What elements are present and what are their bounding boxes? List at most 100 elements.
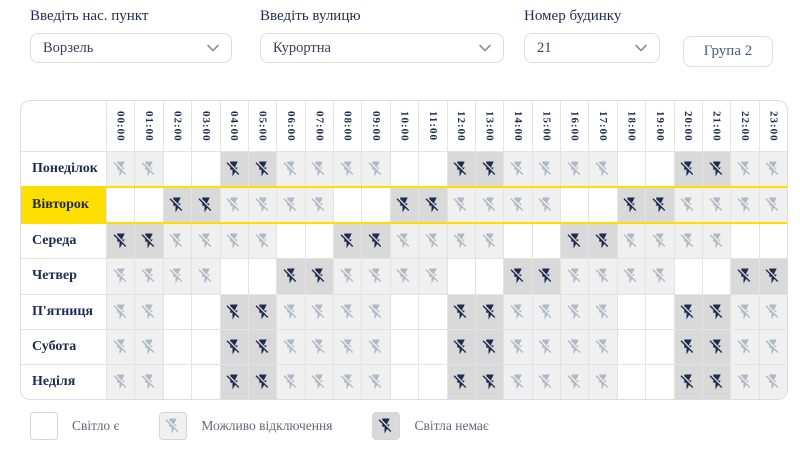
schedule-cell (701, 329, 731, 364)
flash-off-icon (765, 161, 779, 177)
schedule-cell (588, 188, 617, 223)
flash-off-icon (113, 161, 126, 177)
hour-header: 18:00 (616, 101, 645, 151)
schedule-cell (588, 294, 617, 329)
schedule-row: Вівторок (21, 186, 787, 225)
building-label: Номер будинку (524, 8, 622, 24)
flash-off-icon (311, 161, 325, 177)
hour-header: 13:00 (474, 101, 503, 151)
schedule-cell (474, 188, 504, 223)
schedule-cell (106, 188, 135, 223)
flash-off-icon (396, 233, 410, 249)
schedule-cell (758, 224, 787, 259)
schedule-cell (333, 329, 362, 364)
flash-off-icon (737, 304, 751, 320)
schedule-cell (106, 364, 135, 399)
flash-off-icon (510, 374, 524, 390)
schedule-cell (758, 364, 787, 399)
flash-off-icon (198, 233, 212, 249)
flash-off-icon (283, 161, 297, 177)
schedule-cell (645, 259, 674, 294)
schedule-cell (588, 152, 617, 187)
flash-off-icon (283, 268, 297, 284)
flash-off-icon (680, 339, 694, 355)
street-select[interactable]: Курортна (260, 33, 504, 63)
schedule-cell (474, 224, 504, 259)
flash-off-icon (368, 233, 382, 249)
flash-off-icon (368, 161, 382, 177)
flash-off-icon (709, 374, 722, 390)
flash-off-icon (368, 374, 382, 390)
flash-off-icon (623, 233, 637, 249)
flash-off-icon (340, 374, 353, 390)
schedule-cell (701, 259, 731, 294)
flash-off-icon (141, 268, 155, 284)
settlement-select[interactable]: Ворзель (30, 33, 232, 63)
flash-off-icon (226, 161, 240, 177)
flash-off-icon (226, 197, 240, 213)
flash-off-icon (709, 161, 722, 177)
legend-item: Світла немає (372, 412, 489, 440)
hour-header: 16:00 (560, 101, 588, 151)
flash-off-icon (538, 304, 552, 320)
building-value: 21 (537, 39, 552, 56)
flash-off-icon (623, 197, 637, 213)
flash-off-icon (765, 339, 779, 355)
flash-off-icon (378, 418, 392, 434)
schedule-cell (446, 188, 475, 223)
schedule-cell (503, 152, 532, 187)
flash-off-icon (396, 268, 410, 284)
schedule-cell (730, 259, 759, 294)
schedule-cell (134, 259, 163, 294)
flash-off-icon (709, 197, 722, 213)
schedule-row: Четвер (21, 258, 787, 294)
flash-off-icon (482, 161, 495, 177)
flash-off-icon (283, 304, 297, 320)
schedule-cell (361, 224, 390, 259)
flash-off-icon (567, 268, 580, 284)
flash-off-icon (737, 197, 751, 213)
hour-header: 12:00 (446, 101, 475, 151)
flash-off-icon (255, 374, 268, 390)
schedule-cell (701, 294, 731, 329)
schedule-cell (560, 259, 589, 294)
legend-item: Світло є (30, 412, 119, 440)
flash-off-icon (680, 161, 694, 177)
flash-off-icon (311, 268, 325, 284)
flash-off-icon (198, 268, 212, 284)
flash-off-icon (510, 161, 524, 177)
legend-label: Можливо відключення (201, 418, 333, 433)
flash-off-icon (169, 233, 183, 249)
schedule-cell (673, 364, 702, 399)
schedule-cell (162, 188, 192, 223)
flash-off-icon (255, 233, 268, 249)
flash-off-icon (538, 161, 552, 177)
schedule-cell (361, 152, 390, 187)
flash-off-icon (567, 374, 580, 390)
flash-off-icon (113, 268, 126, 284)
flash-off-icon (482, 304, 495, 320)
day-label: Вівторок (21, 188, 106, 223)
schedule-cell (701, 152, 731, 187)
flash-off-icon (510, 339, 524, 355)
group-button[interactable]: Група 2 (683, 36, 773, 67)
schedule-cell (503, 259, 532, 294)
schedule-cell (389, 259, 419, 294)
hour-header: 01:00 (134, 101, 162, 151)
flash-off-icon (652, 197, 666, 213)
legend: Світло є Можливо відключення Світла немає (30, 412, 529, 440)
legend-item: Можливо відключення (159, 412, 332, 440)
schedule-cell (418, 188, 447, 223)
flash-off-icon (510, 304, 524, 320)
schedule-cell (474, 259, 504, 294)
flash-off-icon (737, 374, 751, 390)
building-select[interactable]: 21 (524, 33, 660, 63)
schedule-cell (247, 259, 277, 294)
day-label: Четвер (32, 268, 77, 284)
schedule-cell (333, 188, 362, 223)
flash-off-icon (765, 197, 779, 213)
schedule-cell (616, 152, 646, 187)
schedule-cell (389, 364, 419, 399)
flash-off-icon (113, 233, 126, 249)
flash-off-icon (453, 161, 467, 177)
